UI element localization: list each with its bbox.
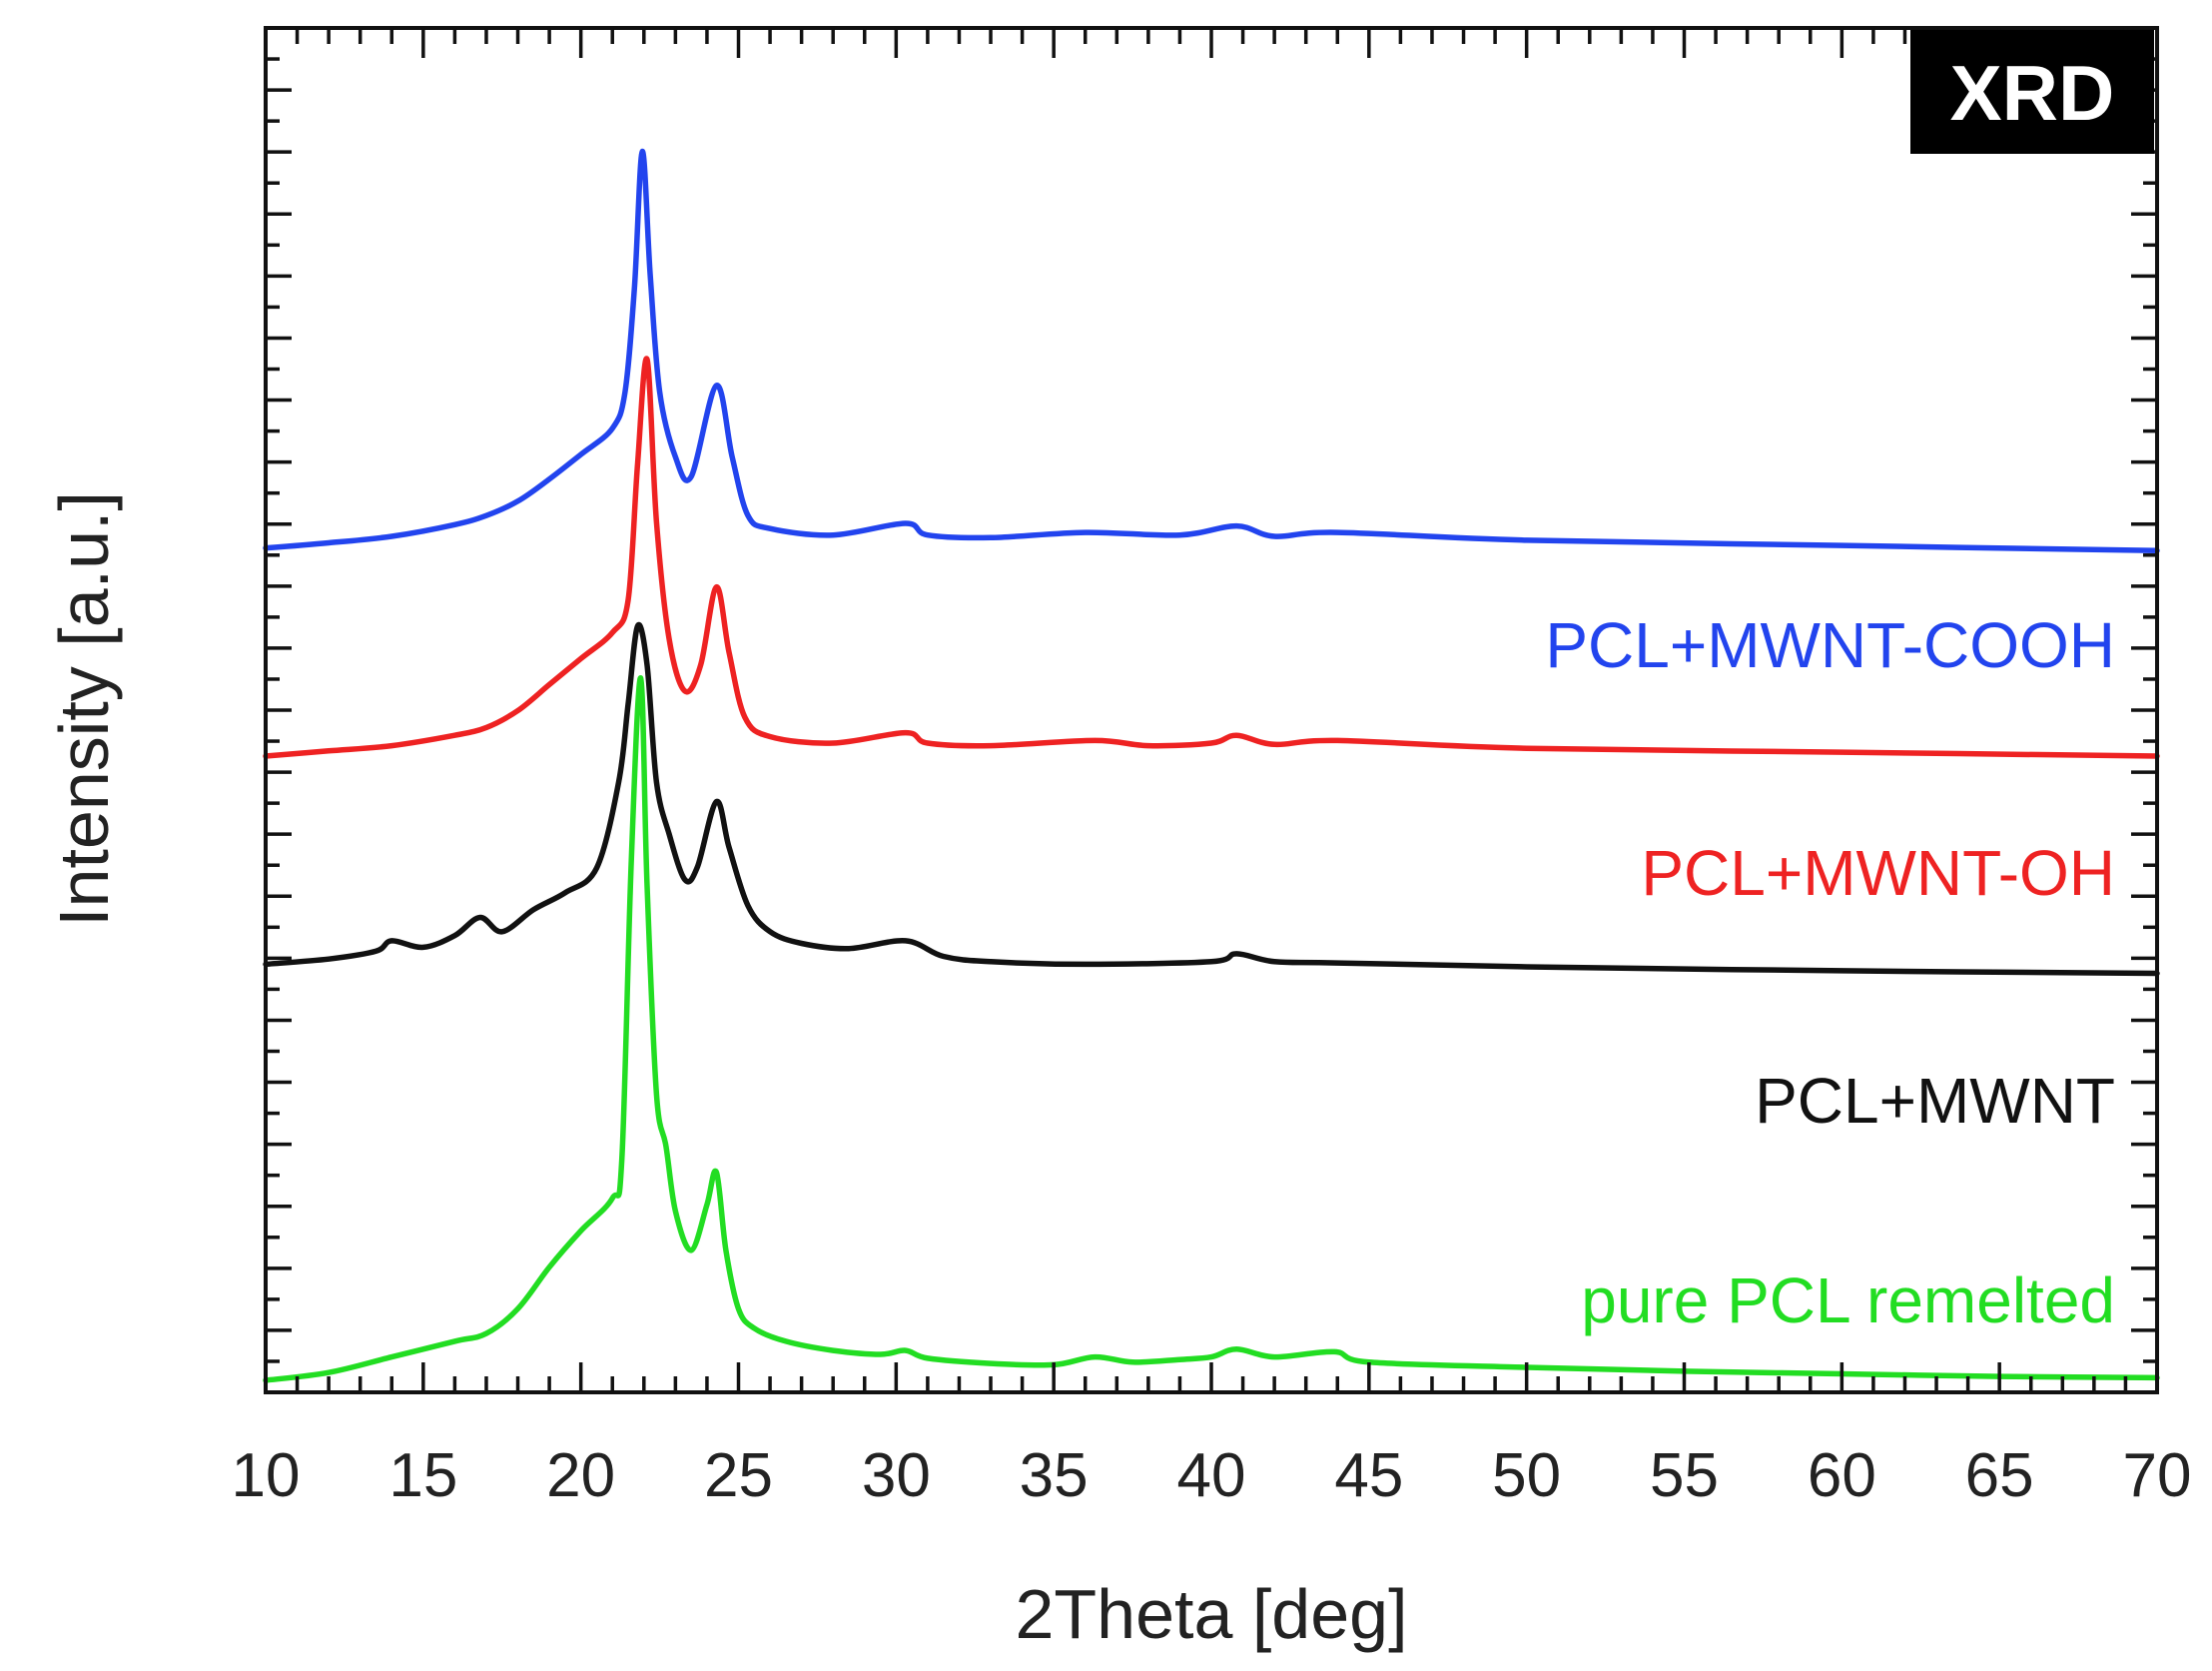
x-tick-label: 40 — [1177, 1441, 1246, 1510]
xrd-badge: XRD — [1910, 30, 2154, 154]
xrd-badge-text: XRD — [1950, 49, 2115, 137]
x-tick-label: 35 — [1020, 1441, 1089, 1510]
series-line-pure-pcl-remelted — [263, 675, 2160, 1383]
series-line-pcl-mwnt-oh — [263, 356, 2160, 759]
series-layer — [263, 148, 2160, 1383]
label-pcl-mwnt-cooh: PCL+MWNT-COOH — [1545, 609, 2115, 681]
xrd-badge-background — [1910, 30, 2154, 154]
x-tick-label: 25 — [704, 1441, 773, 1510]
x-tick-label: 55 — [1650, 1441, 1719, 1510]
series-line-pcl-mwnt-cooh — [263, 148, 2160, 554]
x-tick-label: 50 — [1492, 1441, 1561, 1510]
label-pure-pcl-remelted: pure PCL remelted — [1581, 1264, 2115, 1336]
x-axis-title: 2Theta [deg] — [1015, 1575, 1407, 1653]
x-tick-label: 60 — [1808, 1441, 1876, 1510]
x-tick-labels: 10 15 20 25 30 35 40 45 50 55 60 65 70 — [232, 1441, 2192, 1510]
x-tick-label: 15 — [388, 1441, 457, 1510]
x-tick-label: 20 — [546, 1441, 615, 1510]
y-axis-title: Intensity [a.u.] — [45, 491, 123, 927]
x-tick-label: 10 — [232, 1441, 301, 1510]
label-pcl-mwnt: PCL+MWNT — [1755, 1065, 2115, 1137]
x-tick-label: 45 — [1334, 1441, 1403, 1510]
series-line-pcl-mwnt — [263, 621, 2160, 977]
x-tick-label: 65 — [1965, 1441, 2034, 1510]
x-tick-label: 30 — [862, 1441, 931, 1510]
label-pcl-mwnt-oh: PCL+MWNT-OH — [1641, 837, 2115, 909]
x-tick-label: 70 — [2123, 1441, 2192, 1510]
